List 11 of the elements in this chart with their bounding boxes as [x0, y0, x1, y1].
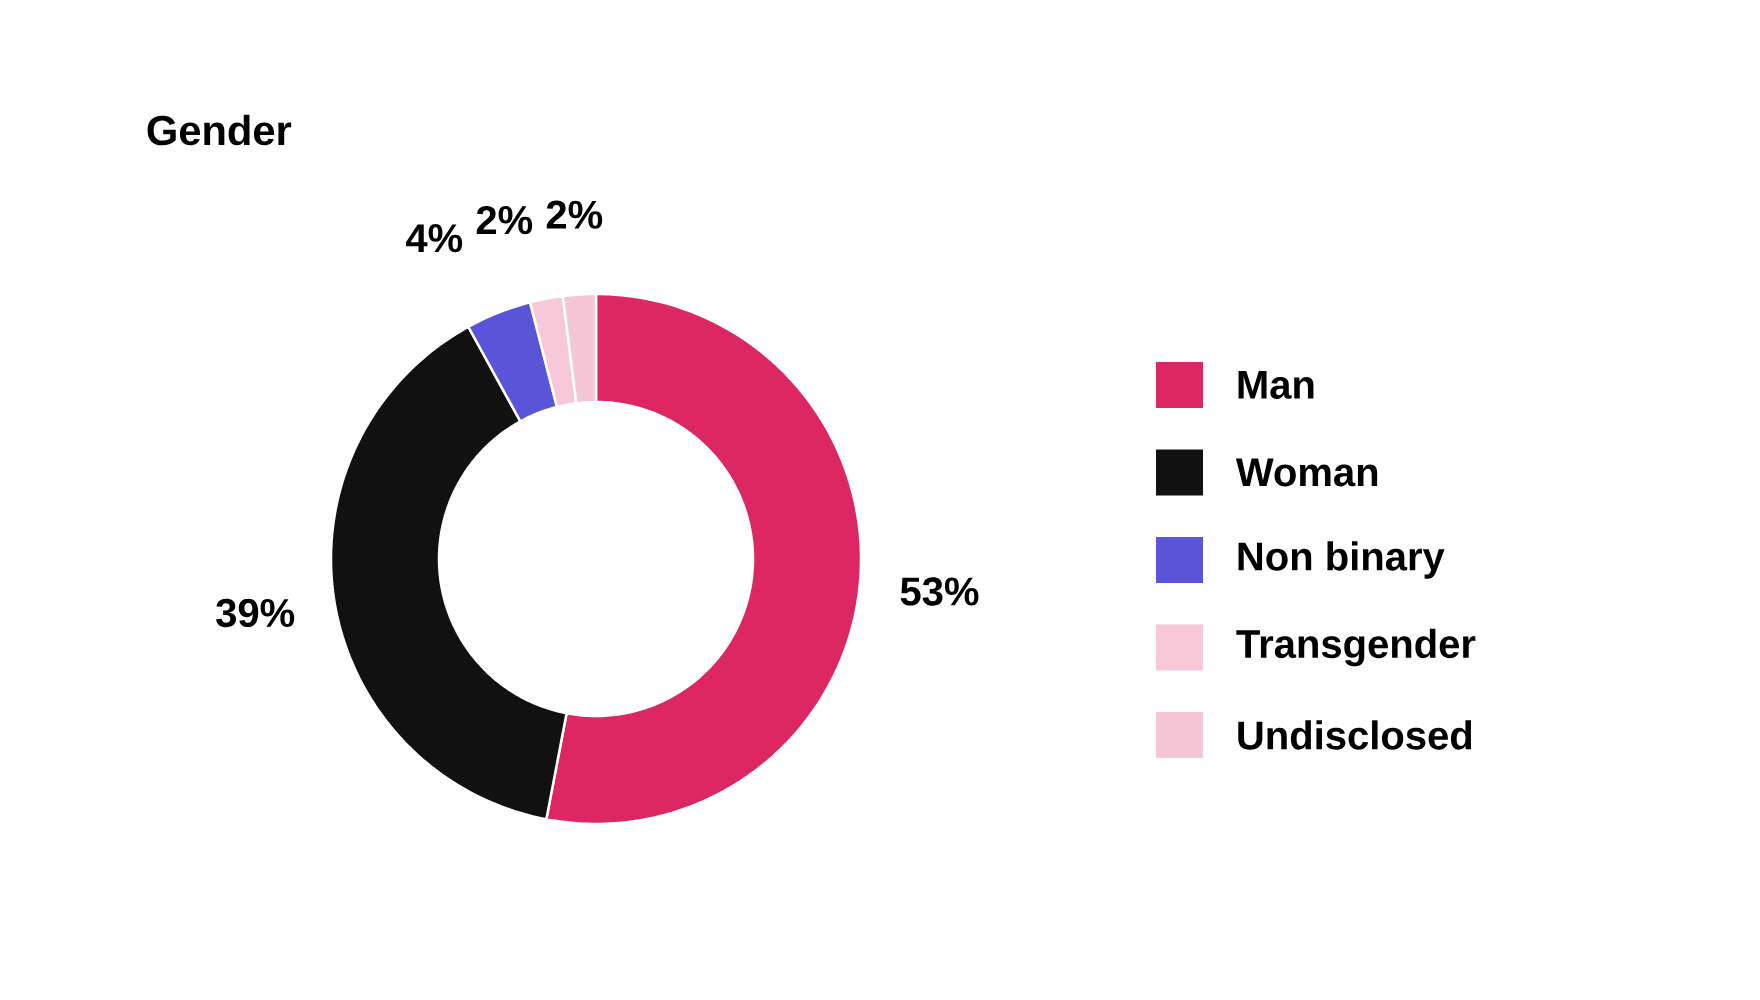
data-label: 53%: [900, 577, 979, 606]
legend-label: Transgender: [1236, 628, 1476, 667]
legend-label: Woman: [1235, 458, 1378, 487]
legend-label: Undisclosed: [1238, 720, 1472, 750]
data-label: 2%: [476, 205, 533, 235]
data-label: 2%: [546, 200, 603, 229]
legend-label: Man: [1238, 371, 1314, 399]
legend-label: Non binary: [1238, 541, 1445, 579]
data-label: 39%: [216, 598, 295, 628]
data-label: 4%: [406, 224, 463, 253]
chart-title: Gender: [147, 114, 292, 146]
